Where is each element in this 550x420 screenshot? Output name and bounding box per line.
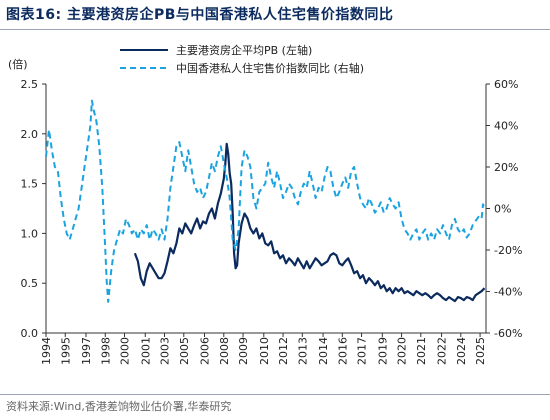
x-tick-label: 1997: [80, 337, 93, 365]
chart-series: [45, 99, 486, 303]
source-note: 资料来源:Wind,香港差饷物业估价署,华泰研究: [6, 400, 232, 413]
left-tick-label: 2.0: [21, 128, 39, 141]
x-tick-label: 2010: [258, 337, 271, 365]
x-tick-label: 1995: [59, 337, 72, 365]
right-tick-label: -20%: [494, 244, 522, 257]
x-tick-label: 2005: [178, 337, 191, 365]
x-tick-label: 2001: [139, 337, 152, 365]
right-tick-label: 0%: [494, 203, 511, 216]
title-divider: [0, 29, 550, 30]
x-tick-label: 2006: [199, 337, 212, 365]
x-tick-label: 2009: [237, 337, 250, 365]
left-tick-label: 2.5: [21, 78, 39, 91]
right-tick-label: -60%: [494, 327, 522, 340]
source-divider: [0, 394, 550, 395]
x-tick-label: 1994: [40, 337, 53, 365]
series-line-1: [133, 142, 486, 303]
x-tick-label: 2020: [396, 337, 409, 365]
x-tick-label: 2003: [159, 337, 172, 365]
x-tick-label: 2000: [119, 337, 132, 365]
right-tick-label: 60%: [494, 78, 518, 91]
right-tick-label: 40%: [494, 120, 518, 133]
chart-title: 图表16: 主要港资房企PB与中国香港私人住宅售价指数同比: [6, 7, 394, 23]
legend-label-1: 主要港资房企平均PB (左轴): [176, 43, 312, 57]
x-tick-label: 2012: [277, 337, 290, 365]
x-tick-label: 2025: [474, 337, 487, 365]
left-tick-label: 1.5: [21, 178, 39, 191]
legend-label-2: 中国香港私人住宅售价指数同比 (右轴): [176, 61, 364, 75]
x-tick-label: 2019: [376, 337, 389, 365]
right-tick-label: 20%: [494, 161, 518, 174]
right-tick-label: -40%: [494, 286, 522, 299]
x-tick-label: 2017: [356, 337, 369, 365]
chart-axes: 0.0 0.5 1.0 1.5 2.0 2.5 (倍) -60% -40% -20% 0% 20% 40…: [8, 57, 522, 365]
x-tick-label: 2021: [415, 337, 428, 365]
left-tick-label: 1.0: [21, 227, 39, 240]
left-axis-label: (倍): [8, 57, 28, 71]
line-chart: 主要港资房企平均PB (左轴)中国香港私人住宅售价指数同比 (右轴) 0.00.…: [8, 43, 522, 365]
left-tick-label: 0.5: [21, 277, 39, 290]
x-tick-label: 2014: [317, 337, 330, 365]
x-tick-label: 2013: [296, 337, 309, 365]
x-tick-label: 2022: [436, 337, 449, 365]
left-tick-label: 0.0: [21, 327, 39, 340]
series-line-2: [45, 99, 486, 303]
x-tick-label: 2016: [336, 337, 349, 365]
x-tick-label: 2024: [455, 337, 468, 365]
x-tick-label: 1998: [99, 337, 112, 365]
chart-legend: 主要港资房企平均PB (左轴) 中国香港私人住宅售价指数同比 (右轴): [120, 43, 364, 75]
x-tick-label: 2008: [218, 337, 231, 365]
